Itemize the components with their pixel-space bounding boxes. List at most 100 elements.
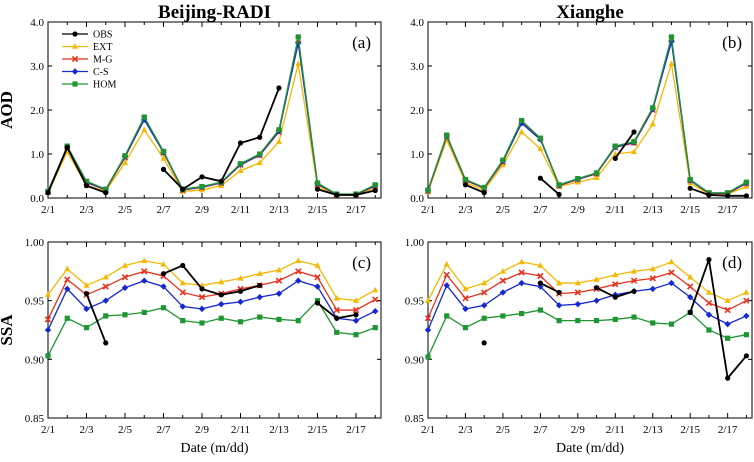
data-point-ext bbox=[141, 126, 148, 133]
data-point-obs bbox=[725, 193, 731, 199]
data-point-obs bbox=[462, 182, 469, 188]
data-point-obs bbox=[160, 166, 167, 172]
data-point-ext bbox=[237, 275, 244, 281]
data-point-ext bbox=[160, 155, 167, 161]
data-point-hom bbox=[743, 179, 749, 185]
data-point-c-s bbox=[480, 302, 488, 309]
data-point-hom bbox=[276, 127, 282, 133]
series-obs bbox=[45, 85, 378, 198]
data-point-obs bbox=[257, 134, 263, 140]
series-obs bbox=[83, 262, 359, 346]
data-point-ext bbox=[631, 148, 638, 155]
data-point-c-s bbox=[724, 320, 731, 328]
data-point-hom bbox=[650, 105, 656, 111]
legend-marker bbox=[72, 31, 78, 37]
data-point-hom bbox=[372, 325, 378, 331]
data-point-ext bbox=[462, 285, 469, 292]
data-point-obs bbox=[276, 85, 282, 91]
data-point-c-s bbox=[64, 285, 71, 293]
data-point-hom bbox=[650, 320, 656, 326]
y-tick-label: 0.95 bbox=[405, 296, 425, 308]
y-tick-label: 1.0 bbox=[410, 149, 424, 161]
data-point-ext bbox=[425, 297, 431, 303]
data-point-obs bbox=[612, 294, 618, 300]
y-tick-label: 0.85 bbox=[25, 413, 45, 425]
data-point-c-s bbox=[686, 293, 694, 301]
data-point-c-s bbox=[537, 283, 544, 290]
data-point-c-s bbox=[649, 285, 656, 293]
series-line-c-s bbox=[47, 42, 376, 196]
data-point-m-g bbox=[333, 306, 340, 314]
series-line-ext bbox=[427, 261, 747, 302]
data-point-obs bbox=[199, 174, 205, 180]
data-point-m-g bbox=[462, 295, 469, 302]
data-point-m-g bbox=[574, 289, 581, 296]
data-point-ext bbox=[743, 289, 750, 295]
data-point-c-s bbox=[160, 283, 167, 290]
data-point-m-g bbox=[743, 297, 750, 304]
data-point-ext bbox=[275, 138, 282, 144]
y-tick-label: 3.0 bbox=[30, 61, 44, 73]
data-point-obs bbox=[237, 140, 244, 146]
data-point-hom bbox=[612, 316, 618, 323]
data-point-c-s bbox=[743, 312, 750, 320]
legend-marker bbox=[72, 81, 78, 87]
data-point-ext bbox=[218, 278, 225, 285]
data-point-obs bbox=[593, 285, 600, 291]
data-point-hom bbox=[257, 151, 263, 157]
x-tick-label: 2/11 bbox=[606, 204, 625, 216]
data-point-ext bbox=[499, 161, 506, 168]
data-point-c-s bbox=[295, 277, 302, 284]
panel-b: 0.0 1.0 2.0 3.0 4.0 2/1 2/3 2/5 2/7 2/9 2/11 2/13 2/… bbox=[410, 17, 753, 216]
data-point-c-s bbox=[198, 305, 206, 313]
xlabel-right: Date (m/dd) bbox=[556, 441, 624, 456]
data-point-hom bbox=[706, 327, 712, 333]
series-line-obs bbox=[614, 131, 635, 159]
data-point-hom bbox=[537, 307, 543, 313]
series-line-obs bbox=[85, 293, 107, 344]
data-point-c-s bbox=[574, 300, 582, 308]
series-hom bbox=[425, 307, 749, 360]
series-line-c-s bbox=[427, 282, 747, 331]
x-tick-label: 2/15 bbox=[308, 204, 328, 216]
data-point-obs bbox=[743, 353, 749, 359]
data-point-obs bbox=[556, 289, 562, 296]
data-point-ext bbox=[102, 273, 109, 280]
x-tick-label: 2/9 bbox=[571, 204, 586, 216]
series-obs bbox=[481, 257, 749, 381]
data-point-obs bbox=[743, 193, 749, 199]
y-tick-label: 1.00 bbox=[405, 237, 425, 249]
data-point-obs bbox=[45, 190, 51, 196]
data-point-hom bbox=[556, 318, 562, 324]
data-point-hom bbox=[353, 332, 359, 338]
data-point-hom bbox=[425, 354, 431, 360]
legend-label: OBS bbox=[93, 30, 112, 41]
data-point-c-s bbox=[424, 326, 432, 334]
data-point-hom bbox=[519, 310, 525, 317]
data-point-obs bbox=[372, 187, 378, 194]
x-tick-label: 2/1 bbox=[41, 204, 55, 216]
data-point-m-g bbox=[64, 276, 71, 283]
data-point-obs bbox=[218, 292, 224, 298]
series-line-obs bbox=[689, 187, 747, 197]
x-tick-label: 2/17 bbox=[346, 424, 366, 436]
panel-c: 0.85 0.90 0.95 1.00 2/1 2/3 2/5 2/7 2/9 2/11 2/13 2… bbox=[25, 237, 382, 436]
data-point-ext bbox=[45, 291, 51, 298]
legend-label: HOM bbox=[93, 80, 116, 91]
data-point-c-s bbox=[314, 283, 321, 290]
data-point-ext bbox=[256, 270, 263, 276]
series-line-ext bbox=[47, 260, 376, 302]
data-point-m-g bbox=[372, 296, 379, 303]
series-line-ext bbox=[47, 63, 376, 196]
series-hom bbox=[425, 34, 749, 196]
series-line-obs bbox=[47, 145, 107, 194]
y-tick-label: 1.00 bbox=[25, 237, 45, 249]
data-point-hom bbox=[593, 318, 600, 324]
data-point-obs bbox=[631, 129, 637, 135]
series-c-s bbox=[44, 277, 379, 334]
data-point-obs bbox=[103, 340, 109, 346]
legend-marker bbox=[71, 55, 79, 63]
data-point-hom bbox=[180, 318, 186, 324]
data-point-ext bbox=[481, 279, 488, 286]
legend-label: EXT bbox=[93, 42, 112, 53]
